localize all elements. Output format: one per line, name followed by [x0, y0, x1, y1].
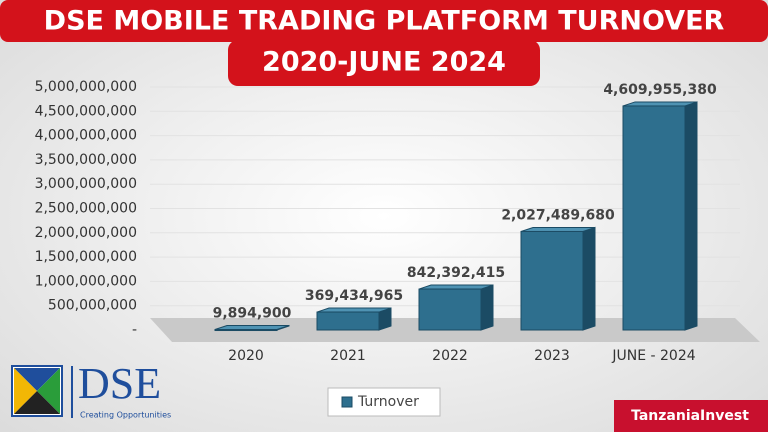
x-tick-label: JUNE - 2024 — [611, 348, 695, 364]
legend-swatch — [341, 396, 353, 408]
bar — [622, 105, 686, 331]
x-tick-label: 2020 — [228, 348, 264, 364]
source-badge — [614, 400, 768, 432]
bar-top — [520, 226, 596, 232]
logo-shape — [14, 368, 37, 414]
bar-top — [214, 325, 290, 331]
x-tick-label: 2023 — [534, 348, 570, 364]
title-banner — [0, 0, 768, 42]
bar — [520, 230, 584, 331]
value-label: 2,027,489,680 — [501, 207, 615, 223]
dse-logo: DSE Creating Opportunities — [11, 359, 171, 420]
y-tick-label: - — [132, 322, 137, 338]
chart-subtitle: 2020-JUNE 2024 — [262, 47, 506, 78]
bar-top — [418, 284, 494, 290]
y-tick-label: 5,000,000,000 — [35, 79, 137, 95]
logo-shape — [37, 368, 60, 414]
value-label: 9,894,900 — [213, 306, 292, 322]
y-tick-label: 3,500,000,000 — [35, 152, 137, 168]
y-tick-label: 2,000,000,000 — [35, 225, 137, 241]
bar-top — [316, 307, 392, 313]
y-tick-label: 2,500,000,000 — [35, 201, 137, 217]
x-tick-label: 2022 — [432, 348, 468, 364]
bar — [418, 288, 482, 331]
subtitle-banner — [228, 40, 540, 86]
value-label: 369,434,965 — [305, 288, 403, 304]
bar-side — [582, 226, 596, 331]
logo-tagline: Creating Opportunities — [80, 411, 171, 420]
plot-area: - 500,000,000 1,000,000,000 1,500,000,000 2,… — [35, 79, 740, 364]
chart-title: DSE MOBILE TRADING PLATFORM TURNOVER — [44, 6, 725, 37]
x-tick-label: 2021 — [330, 348, 366, 364]
legend-label: Turnover — [357, 394, 419, 410]
y-tick-label: 3,000,000,000 — [35, 176, 137, 192]
y-tick-label: 1,000,000,000 — [35, 273, 137, 289]
value-label: 4,609,955,380 — [603, 82, 717, 98]
bar — [214, 329, 278, 332]
logo-shape — [14, 391, 60, 414]
y-tick-label: 500,000,000 — [48, 298, 137, 314]
y-tick-label: 1,500,000,000 — [35, 249, 137, 265]
logo-name: DSE — [78, 359, 161, 408]
source: TanzaniaInvest — [631, 408, 749, 424]
bar-side — [684, 101, 698, 331]
logo-shape — [14, 368, 60, 391]
bar-top — [622, 101, 698, 107]
y-tick-label: 4,000,000,000 — [35, 128, 137, 144]
y-tick-label: 4,500,000,000 — [35, 103, 137, 119]
bar — [316, 311, 380, 331]
value-label: 842,392,415 — [407, 265, 505, 281]
bar-side — [480, 284, 494, 331]
